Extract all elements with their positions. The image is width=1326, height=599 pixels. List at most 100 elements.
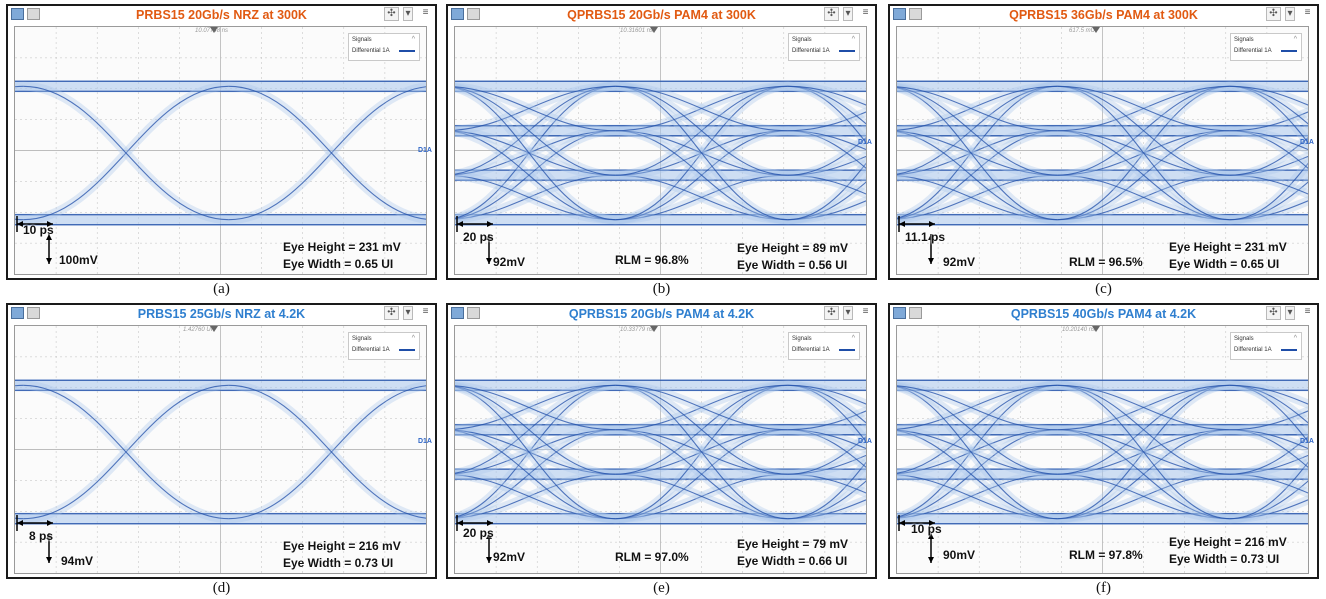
signals-legend[interactable]: Signals ^ Differential 1A <box>1230 33 1302 61</box>
signals-legend[interactable]: Signals ^ Differential 1A <box>348 33 420 61</box>
menu-icon[interactable]: ≡ <box>862 7 869 18</box>
panel-title: QPRBS15 20Gb/s PAM4 at 300K <box>567 8 756 22</box>
eye-width-value: Eye Width = 0.73 UI <box>1169 552 1280 566</box>
collapse-icon[interactable]: ^ <box>411 36 415 43</box>
dropdown-icon[interactable]: ▾ <box>843 306 853 320</box>
move-icon[interactable]: ✣ <box>1266 7 1281 21</box>
collapse-icon[interactable]: ^ <box>1293 335 1297 342</box>
menu-icon[interactable]: ≡ <box>1304 7 1311 18</box>
time-scale-label: 8 ps <box>29 529 54 543</box>
cursor-readout: 10.33779 ns <box>620 327 654 333</box>
rlm-value: RLM = 96.8% <box>615 253 689 267</box>
signals-legend[interactable]: Signals ^ Differential 1A <box>348 332 420 360</box>
move-icon[interactable]: ✣ <box>824 7 839 21</box>
rlm-value: RLM = 96.5% <box>1069 255 1143 269</box>
thumbnail-icon[interactable] <box>27 8 40 20</box>
scope-panel-b: QPRBS15 20Gb/s PAM4 at 300K ✣ ▾ ≡ 10.316… <box>446 4 877 280</box>
move-icon[interactable]: ✣ <box>824 306 839 320</box>
scale-indicators <box>456 515 493 563</box>
collapse-icon[interactable]: ^ <box>851 335 855 342</box>
trigger-marker <box>650 27 658 33</box>
trigger-marker <box>210 27 218 33</box>
rlm-value: RLM = 97.0% <box>615 550 689 564</box>
cursor-readout: 1.42760 UI <box>183 327 213 333</box>
trigger-marker <box>1092 326 1100 332</box>
eye-diagram-plot[interactable]: 617.5 mUI Signals ^ Differential 1A D1A … <box>896 26 1314 275</box>
legend-trace-swatch <box>839 349 855 351</box>
scale-indicators <box>16 216 53 264</box>
cursor-readout: 10.20140 ns <box>1062 327 1096 333</box>
volt-scale-label: 92mV <box>493 255 526 269</box>
move-icon[interactable]: ✣ <box>384 306 399 320</box>
panel-titlebar: QPRBS15 40Gb/s PAM4 at 4.2K ✣ ▾ ≡ <box>890 305 1317 324</box>
scope-panel-e: QPRBS15 20Gb/s PAM4 at 4.2K ✣ ▾ ≡ 10.337… <box>446 303 877 579</box>
volt-scale-label: 90mV <box>943 548 976 562</box>
eye-diagram-plot[interactable]: 10.33779 ns Signals ^ Differential 1A D1… <box>454 325 872 574</box>
eye-diagram-plot[interactable]: 10.07748 ns Signals ^ Differential 1A D1… <box>14 26 432 275</box>
eye-diagram-svg <box>15 326 426 573</box>
signals-legend[interactable]: Signals ^ Differential 1A <box>788 332 860 360</box>
window-icon[interactable] <box>451 307 464 319</box>
dropdown-icon[interactable]: ▾ <box>843 7 853 21</box>
window-icon[interactable] <box>451 8 464 20</box>
volt-scale-label: 92mV <box>493 550 526 564</box>
thumbnail-icon[interactable] <box>909 8 922 20</box>
menu-icon[interactable]: ≡ <box>422 306 429 317</box>
menu-icon[interactable]: ≡ <box>1304 306 1311 317</box>
dropdown-icon[interactable]: ▾ <box>1285 7 1295 21</box>
window-icon[interactable] <box>11 307 24 319</box>
eye-traces <box>455 80 866 226</box>
legend-trace-swatch <box>399 349 415 351</box>
collapse-icon[interactable]: ^ <box>851 36 855 43</box>
eye-height-value: Eye Height = 79 mV <box>737 537 849 551</box>
thumbnail-icon[interactable] <box>909 307 922 319</box>
eye-diagram-plot[interactable]: 10.31601 ns Signals ^ Differential 1A D1… <box>454 26 872 275</box>
scale-indicators <box>456 216 493 264</box>
caption-c: (c) <box>1095 281 1112 297</box>
window-icon[interactable] <box>893 8 906 20</box>
move-icon[interactable]: ✣ <box>1266 306 1281 320</box>
dropdown-icon[interactable]: ▾ <box>403 7 413 21</box>
legend-trace-label: Differential 1A <box>1234 48 1272 54</box>
scale-indicators <box>16 515 53 563</box>
legend-title: Signals <box>1234 336 1254 342</box>
eye-diagram-plot[interactable]: 10.20140 ns Signals ^ Differential 1A D1… <box>896 325 1314 574</box>
eye-width-value: Eye Width = 0.66 UI <box>737 554 848 568</box>
signals-legend[interactable]: Signals ^ Differential 1A <box>788 33 860 61</box>
legend-title: Signals <box>792 37 812 43</box>
thumbnail-icon[interactable] <box>467 307 480 319</box>
channel-label: D1A <box>417 438 432 445</box>
panel-title: QPRBS15 20Gb/s PAM4 at 4.2K <box>568 307 755 321</box>
collapse-icon[interactable]: ^ <box>411 335 415 342</box>
channel-label: D1A <box>1299 438 1314 445</box>
volt-scale-label: 92mV <box>943 255 976 269</box>
dropdown-icon[interactable]: ▾ <box>1285 306 1295 320</box>
move-icon[interactable]: ✣ <box>384 7 399 21</box>
legend-trace-swatch <box>399 50 415 52</box>
dropdown-icon[interactable]: ▾ <box>403 306 413 320</box>
thumbnail-icon[interactable] <box>27 307 40 319</box>
panel-titlebar: QPRBS15 20Gb/s PAM4 at 300K ✣ ▾ ≡ <box>448 6 875 25</box>
eye-width-value: Eye Width = 0.56 UI <box>737 258 848 272</box>
window-icon[interactable] <box>893 307 906 319</box>
menu-icon[interactable]: ≡ <box>422 7 429 18</box>
trigger-marker <box>210 326 218 332</box>
plot-grid <box>15 27 426 274</box>
scale-indicators <box>898 515 935 563</box>
eye-traces <box>455 379 866 525</box>
legend-trace-swatch <box>839 50 855 52</box>
eye-diagram-plot[interactable]: 1.42760 UI Signals ^ Differential 1A D1A… <box>14 325 432 574</box>
caption-d: (d) <box>212 580 231 596</box>
signals-legend[interactable]: Signals ^ Differential 1A <box>1230 332 1302 360</box>
eye-traces <box>15 80 426 226</box>
time-scale-label: 20 ps <box>463 526 494 540</box>
panel-title: QPRBS15 36Gb/s PAM4 at 300K <box>1009 8 1198 22</box>
panel-title: QPRBS15 40Gb/s PAM4 at 4.2K <box>1010 307 1197 321</box>
menu-icon[interactable]: ≡ <box>862 306 869 317</box>
legend-trace-label: Differential 1A <box>792 347 830 353</box>
window-icon[interactable] <box>11 8 24 20</box>
collapse-icon[interactable]: ^ <box>1293 36 1297 43</box>
trigger-marker <box>1092 27 1100 33</box>
legend-trace-swatch <box>1281 349 1297 351</box>
thumbnail-icon[interactable] <box>467 8 480 20</box>
